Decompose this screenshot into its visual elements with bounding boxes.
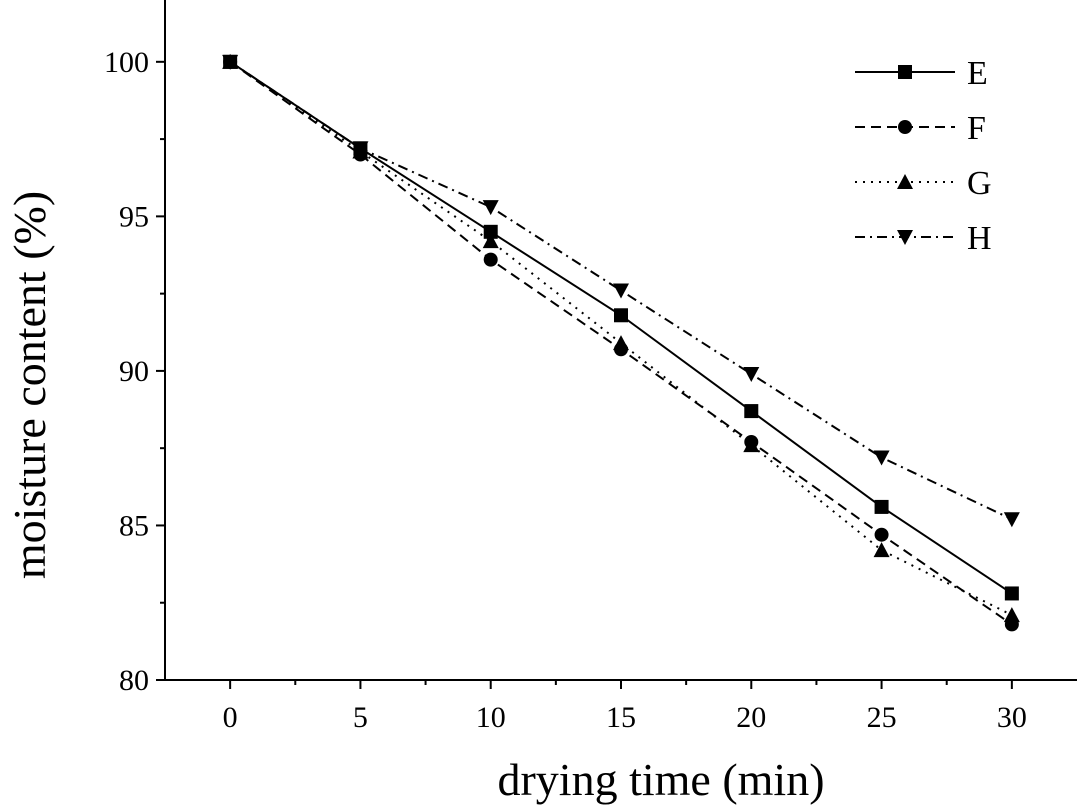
data-point-e-15 — [614, 308, 628, 323]
legend-item-f: F — [855, 110, 986, 147]
legend-label-g: G — [967, 165, 992, 202]
legend-marker-g — [897, 174, 913, 189]
y-tick-label: 85 — [119, 509, 149, 542]
legend-item-g: G — [855, 165, 992, 202]
data-point-g-10 — [482, 233, 499, 249]
series-g — [222, 53, 1020, 623]
series-line-e — [229, 60, 1013, 595]
y-axis-title: moisture content (%) — [4, 191, 55, 579]
x-tick-label: 30 — [997, 701, 1027, 734]
y-tick-label: 90 — [119, 355, 149, 388]
data-point-g-20 — [743, 437, 760, 453]
legend-marker-h — [897, 230, 913, 245]
data-point-h-0 — [222, 54, 239, 70]
x-tick-label: 5 — [353, 701, 368, 734]
data-point-f-25 — [874, 527, 889, 542]
data-point-h-25 — [873, 450, 890, 466]
data-point-f-10 — [483, 252, 498, 267]
x-axis: 0 5 10 15 20 25 30 — [223, 680, 1027, 734]
data-point-h-20 — [743, 367, 760, 382]
x-tick-label: 15 — [606, 701, 636, 734]
x-tick-label: 20 — [736, 701, 766, 734]
legend-item-e: E — [855, 55, 988, 92]
data-point-e-30 — [1004, 586, 1019, 601]
data-point-g-30 — [1003, 607, 1020, 623]
data-point-h-30 — [1003, 512, 1020, 528]
x-axis-title: drying time (min) — [497, 754, 824, 805]
data-point-h-5 — [352, 141, 369, 157]
data-point-e-20 — [744, 404, 759, 419]
y-axis: 80 85 90 95 100 — [104, 46, 165, 697]
y-tick-label: 100 — [104, 46, 149, 79]
data-point-e-10 — [483, 224, 498, 239]
data-point-h-15 — [613, 283, 629, 299]
series-layer — [222, 53, 1020, 632]
x-tick-label: 0 — [223, 701, 238, 734]
y-tick-label: 95 — [119, 200, 149, 233]
y-tick-label: 80 — [119, 664, 149, 697]
data-point-e-25 — [874, 499, 889, 514]
x-tick-label: 10 — [476, 701, 506, 734]
legend-label-e: E — [967, 55, 988, 92]
x-tick-label: 25 — [867, 701, 897, 734]
legend-label-h: H — [967, 220, 992, 257]
data-point-h-10 — [482, 200, 499, 216]
series-h — [222, 54, 1020, 528]
legend-label-f: F — [967, 110, 986, 147]
data-point-g-25 — [873, 542, 890, 558]
data-point-g-15 — [613, 335, 629, 351]
legend-marker-f — [898, 120, 912, 134]
legend-marker-e — [898, 65, 912, 79]
legend-item-h: H — [855, 220, 992, 257]
